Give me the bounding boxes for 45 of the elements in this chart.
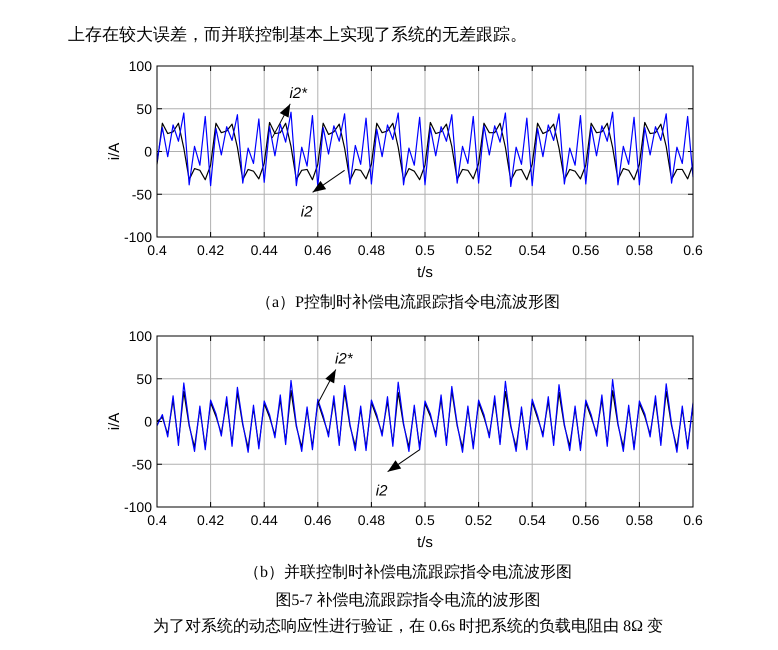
x-tick-label: 0.44 [250,242,278,258]
x-tick-label: 0.44 [250,512,278,528]
y-tick-label: 100 [128,58,152,74]
x-tick-label: 0.56 [572,512,600,528]
x-tick-label: 0.46 [304,242,332,258]
x-tick-label: 0.6 [683,512,703,528]
caption: 图5-7 补偿电流跟踪指令电流的波形图 [275,591,541,609]
x-tick-label: 0.54 [518,242,546,258]
x-tick-label: 0.46 [304,512,332,528]
x-tick-label: 0.4 [147,242,167,258]
y-tick-label: 0 [144,144,152,160]
x-tick-label: 0.42 [196,512,224,528]
x-axis-title: t/s [417,534,433,551]
y-tick-label: -50 [132,456,152,472]
x-tick-label: 0.5 [415,242,435,258]
y-axis-title: i/A [106,412,123,430]
y-tick-label: -50 [132,186,152,202]
x-tick-label: 0.58 [626,512,654,528]
annotation: i2 [376,482,388,500]
x-tick-label: 0.58 [626,242,654,258]
text: 上存在较大误差，而并联控制基本上实现了系统的无差跟踪。 [68,25,527,44]
text: （a）P控制时补偿电流跟踪指令电流波形图 [256,293,560,311]
y-tick-label: 50 [136,100,152,117]
x-axis-title: t/s [417,264,433,281]
annotation: i2* [335,350,354,368]
x-tick-label: 0.48 [358,242,386,258]
x-tick-label: 0.4 [147,512,167,528]
text: 为了对系统的动态响应性进行验证，在 0.6s 时把系统的负载电阻由 8Ω 变 [152,617,664,635]
annotation: i2 [300,203,314,220]
text: （b）并联控制时补偿电流跟踪指令电流波形图 [244,563,572,581]
x-tick-label: 0.56 [572,242,600,258]
y-tick-label: -100 [124,229,152,245]
y-tick-label: 50 [136,370,152,387]
y-axis-title: i/A [106,142,123,160]
x-tick-label: 0.6 [683,242,703,258]
y-tick-label: 100 [128,328,152,344]
y-tick-label: -100 [124,499,152,515]
y-tick-label: 0 [144,414,152,430]
x-tick-label: 0.42 [196,242,224,258]
x-tick-label: 0.48 [358,512,386,528]
x-tick-label: 0.54 [518,512,546,528]
x-tick-label: 0.5 [415,512,435,528]
annotation: i2* [289,84,308,102]
x-tick-label: 0.52 [464,242,492,258]
x-tick-label: 0.52 [464,512,492,528]
